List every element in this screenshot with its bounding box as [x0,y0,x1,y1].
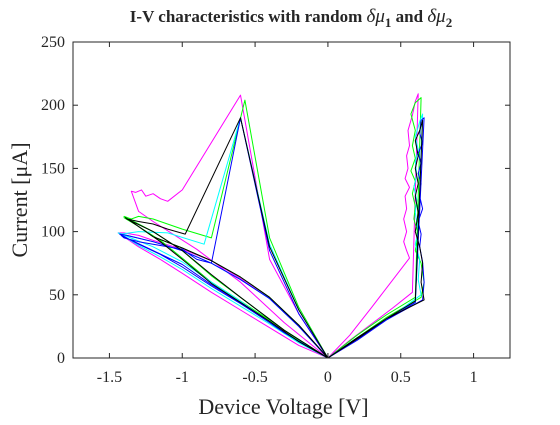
series-line-2 [123,97,425,359]
series-line-1 [117,93,419,359]
x-tick-label: -1.5 [97,369,122,386]
y-tick-label: 100 [41,224,65,241]
y-axis-label: Current [μA] [7,142,32,257]
x-tick-label: -1 [176,369,189,386]
y-tick-label: 50 [49,287,65,304]
x-tick-label: 1 [470,369,478,386]
y-tick-label: 0 [57,350,65,367]
x-tick-label: -0.5 [242,369,267,386]
chart-title-text: I-V characteristics with random δμ1 and … [130,6,452,30]
y-tick-label: 200 [41,97,65,114]
title-prefix: I-V characteristics with random [130,7,367,26]
x-tick-label: 0 [324,369,332,386]
axes-group [72,41,511,359]
y-tick-label: 250 [41,34,65,51]
x-tick-label: 0.5 [391,369,411,386]
plot-area-border [72,41,511,359]
title-subscript-2: 2 [446,15,453,30]
x-axis-label: Device Voltage [V] [198,394,368,419]
series-group [117,93,425,359]
title-and: and [391,7,427,26]
title-symbol-1: δμ [367,6,385,27]
chart-title: I-V characteristics with random δμ1 and … [130,6,452,30]
y-tick-label: 150 [41,160,65,177]
series-line-4 [119,117,425,359]
title-symbol-2: δμ [427,6,445,27]
title-subscript-1: 1 [385,15,392,30]
labels-group: -1.5 -1 -0.5 0 0.5 1 0 50 100 150 200 250 Device Vol… [7,34,478,419]
series-line-5 [124,117,425,359]
